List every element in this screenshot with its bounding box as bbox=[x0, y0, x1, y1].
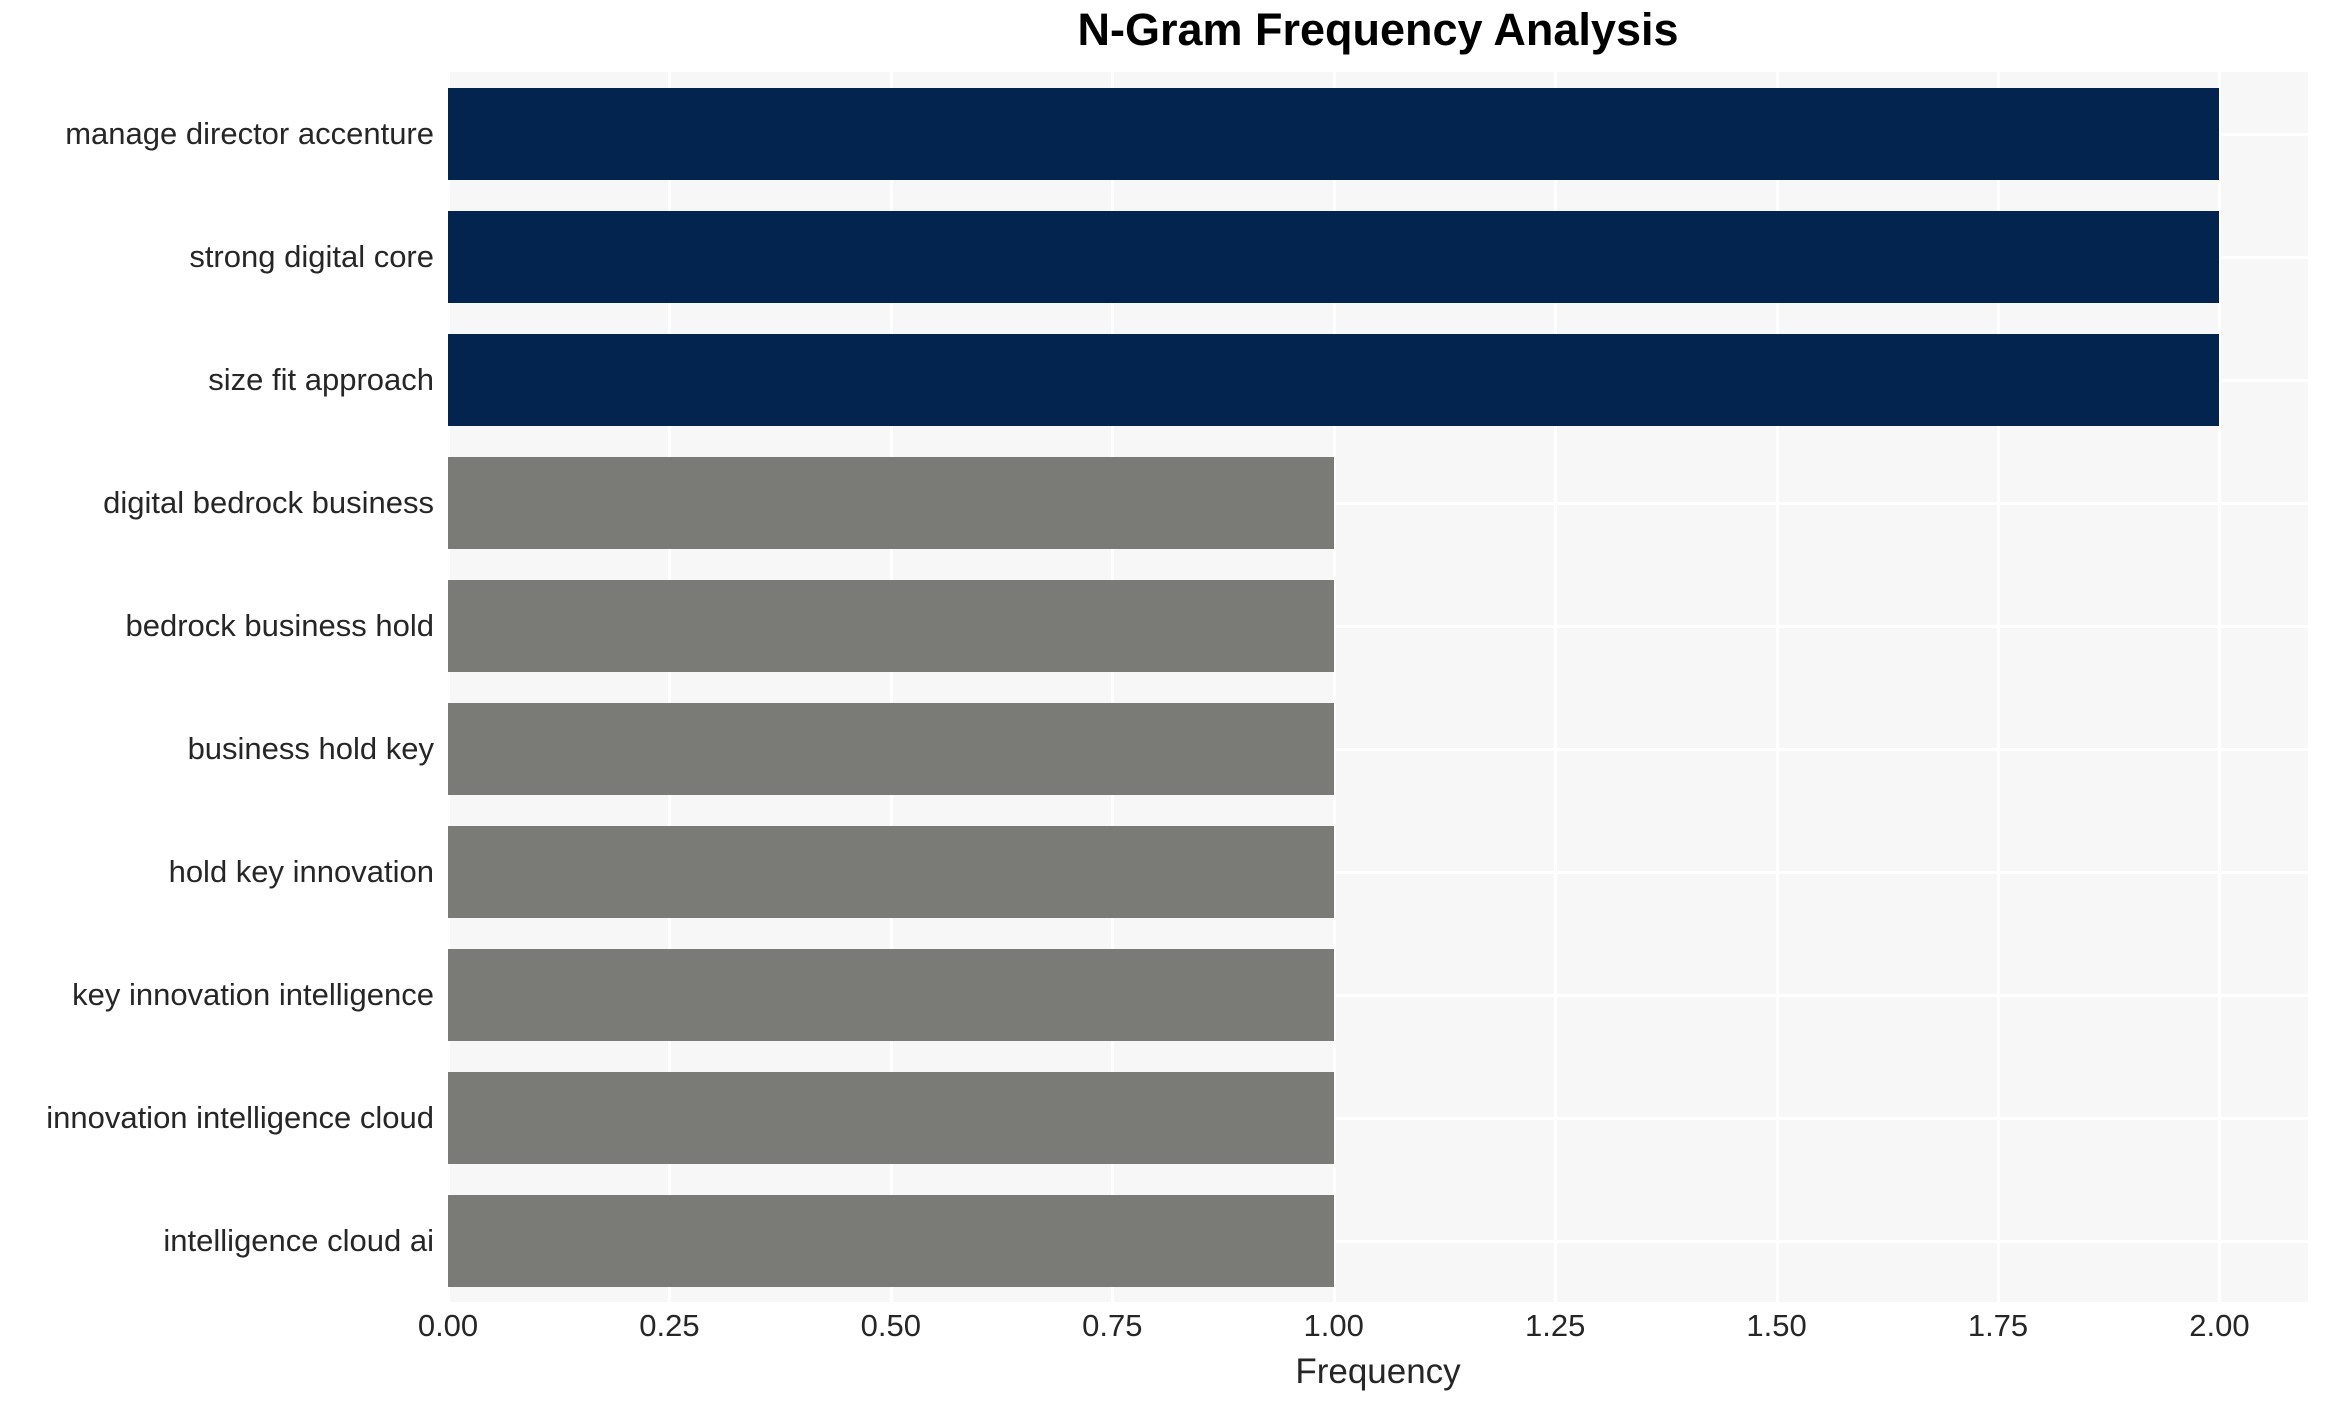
vertical-gridline bbox=[1775, 72, 1779, 1302]
vertical-gridline bbox=[668, 72, 672, 1302]
x-tick-label: 1.25 bbox=[1524, 1308, 1586, 1343]
vertical-gridline bbox=[1554, 72, 1558, 1302]
bar-bedrock-business-hold bbox=[448, 579, 1334, 672]
y-tick-label: manage director accenture bbox=[65, 115, 434, 151]
bar-digital-bedrock-business bbox=[448, 456, 1334, 549]
x-tick-label: 1.00 bbox=[1303, 1308, 1364, 1343]
x-tick-label: 0.25 bbox=[639, 1308, 700, 1343]
x-tick-label: 2.00 bbox=[2189, 1308, 2250, 1343]
bar-size-fit-approach bbox=[448, 333, 2220, 426]
horizontal-gridline bbox=[448, 870, 2308, 874]
y-tick-label: bedrock business hold bbox=[125, 607, 434, 643]
vertical-gridline bbox=[447, 72, 450, 1302]
bar-hold-key-innovation bbox=[448, 825, 1334, 918]
y-tick-label: digital bedrock business bbox=[103, 484, 434, 520]
y-tick-label: size fit approach bbox=[208, 361, 434, 397]
x-axis-ticks: 0.00 0.25 0.50 0.75 1.00 1.25 1.50 1.75 2.00 bbox=[418, 1308, 2308, 1348]
horizontal-gridline bbox=[448, 1116, 2308, 1120]
bar-intelligence-cloud-ai bbox=[448, 1194, 1334, 1287]
horizontal-gridline bbox=[448, 501, 2308, 505]
vertical-gridline bbox=[2218, 72, 2222, 1302]
x-tick-label: 1.75 bbox=[1967, 1308, 2029, 1343]
y-tick-label: hold key innovation bbox=[168, 853, 434, 889]
bar-business-hold-key bbox=[448, 702, 1334, 795]
bar-innovation-intelligence-cloud bbox=[448, 1071, 1334, 1164]
vertical-gridline bbox=[1111, 72, 1115, 1302]
vertical-gridline bbox=[1997, 72, 2000, 1302]
x-tick-label: 0.75 bbox=[1082, 1308, 1143, 1343]
y-tick-label: strong digital core bbox=[189, 238, 434, 274]
vertical-gridline bbox=[1332, 72, 1336, 1302]
bar-manage-director-accenture bbox=[448, 87, 2220, 180]
horizontal-gridline bbox=[448, 993, 2308, 997]
bar-strong-digital-core bbox=[448, 210, 2220, 303]
bar-key-innovation-intelligence bbox=[448, 948, 1334, 1041]
horizontal-gridline bbox=[448, 747, 2308, 751]
y-tick-label: key innovation intelligence bbox=[72, 976, 434, 1012]
horizontal-gridline bbox=[448, 1239, 2308, 1243]
x-axis-label: Frequency bbox=[1295, 1352, 1461, 1391]
plot-area bbox=[447, 72, 2308, 1302]
vertical-gridline bbox=[889, 72, 893, 1302]
y-tick-label: business hold key bbox=[187, 730, 434, 766]
y-axis-labels: manage director accenture strong digital … bbox=[0, 72, 434, 1302]
chart-title: N-Gram Frequency Analysis bbox=[1077, 4, 1679, 55]
y-tick-label: innovation intelligence cloud bbox=[46, 1099, 434, 1135]
horizontal-gridline bbox=[448, 624, 2308, 628]
y-tick-label: intelligence cloud ai bbox=[163, 1222, 434, 1258]
x-tick-label: 0.00 bbox=[417, 1308, 479, 1343]
x-tick-label: 0.50 bbox=[860, 1308, 922, 1343]
x-tick-label: 1.50 bbox=[1746, 1308, 1807, 1343]
